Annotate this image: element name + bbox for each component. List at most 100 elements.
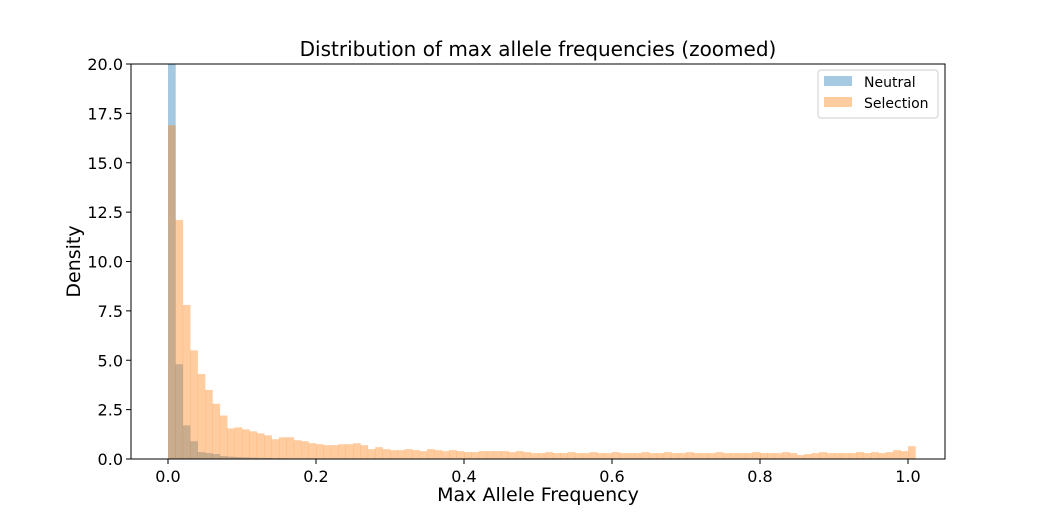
legend-swatch-neutral bbox=[824, 76, 852, 86]
bar-selection bbox=[863, 453, 872, 459]
bar-selection bbox=[175, 220, 184, 459]
bar-selection bbox=[885, 452, 894, 459]
bar-selection bbox=[412, 450, 420, 459]
bar-selection bbox=[856, 452, 864, 459]
bar-neutral bbox=[205, 453, 213, 459]
bar-selection bbox=[515, 451, 524, 459]
bar-neutral bbox=[219, 456, 228, 459]
bar-neutral bbox=[190, 441, 198, 459]
bar-selection bbox=[708, 453, 716, 459]
bar-selection bbox=[397, 450, 406, 459]
y-tick-label: 12.5 bbox=[87, 203, 123, 222]
bar-selection bbox=[552, 453, 561, 459]
bar-selection bbox=[367, 449, 376, 460]
bar-selection bbox=[538, 453, 546, 459]
bar-neutral bbox=[182, 425, 191, 459]
bar-neutral bbox=[227, 456, 235, 459]
bar-selection bbox=[530, 453, 539, 459]
bar-selection bbox=[508, 452, 517, 459]
bar-selection bbox=[249, 431, 258, 459]
bar-selection bbox=[478, 451, 487, 459]
bar-neutral bbox=[175, 364, 184, 459]
bar-selection bbox=[826, 453, 835, 459]
bar-neutral bbox=[168, 64, 176, 459]
y-tick-label: 2.5 bbox=[98, 401, 123, 420]
bar-neutral bbox=[234, 457, 243, 459]
y-tick-label: 20.0 bbox=[87, 55, 123, 74]
bar-selection bbox=[427, 449, 435, 460]
bar-selection bbox=[900, 451, 909, 459]
bar-selection bbox=[686, 452, 694, 459]
legend-label-neutral: Neutral bbox=[864, 75, 916, 91]
bar-selection bbox=[819, 452, 827, 459]
bar-selection bbox=[589, 452, 598, 459]
bar-selection bbox=[626, 453, 635, 459]
bar-selection bbox=[730, 453, 739, 459]
x-tick-label: 1.0 bbox=[895, 467, 920, 486]
x-tick-label: 0.6 bbox=[599, 467, 624, 486]
plot-frame bbox=[130, 63, 946, 460]
bar-selection bbox=[182, 304, 191, 459]
bar-selection bbox=[582, 453, 591, 459]
series-selection bbox=[168, 125, 916, 460]
bar-selection bbox=[471, 452, 480, 459]
bar-selection bbox=[848, 453, 857, 459]
bar-selection bbox=[797, 455, 805, 459]
bar-selection bbox=[597, 453, 605, 459]
bar-selection bbox=[345, 444, 354, 459]
bar-selection bbox=[908, 446, 916, 459]
bar-selection bbox=[486, 451, 494, 459]
bar-selection bbox=[464, 452, 472, 459]
bar-selection bbox=[264, 435, 272, 459]
legend-swatch-selection bbox=[824, 97, 852, 107]
bar-neutral bbox=[249, 457, 258, 459]
bar-selection bbox=[841, 453, 850, 459]
bar-selection bbox=[834, 453, 842, 459]
bar-selection bbox=[293, 440, 302, 459]
bar-selection bbox=[256, 433, 265, 459]
bar-selection bbox=[323, 445, 332, 459]
bar-selection bbox=[700, 453, 709, 459]
bar-selection bbox=[767, 453, 776, 459]
bar-selection bbox=[501, 451, 509, 459]
bar-selection bbox=[634, 453, 642, 459]
y-tick-label: 5.0 bbox=[98, 351, 123, 370]
bar-selection bbox=[641, 452, 650, 459]
bar-selection bbox=[390, 450, 398, 459]
bar-selection bbox=[804, 454, 813, 459]
bar-selection bbox=[360, 445, 369, 459]
bar-selection bbox=[330, 445, 339, 459]
bar-selection bbox=[353, 443, 361, 459]
bars-layer bbox=[168, 64, 916, 460]
bar-selection bbox=[168, 125, 176, 459]
bar-selection bbox=[774, 453, 783, 459]
bar-selection bbox=[338, 444, 346, 459]
bar-selection bbox=[212, 403, 221, 459]
bar-selection bbox=[375, 447, 383, 459]
bar-selection bbox=[279, 437, 287, 459]
x-axis: 0.0 0.2 0.4 0.6 0.8 1.0 bbox=[155, 459, 921, 486]
x-tick-label: 0.8 bbox=[747, 467, 772, 486]
y-tick-label: 15.0 bbox=[87, 154, 123, 173]
bar-neutral bbox=[212, 454, 221, 459]
chart-title: Distribution of max allele frequencies (… bbox=[300, 37, 777, 61]
bar-neutral bbox=[197, 452, 206, 459]
x-tick-label: 0.2 bbox=[303, 467, 328, 486]
bar-selection bbox=[271, 439, 280, 459]
bar-neutral bbox=[256, 457, 265, 459]
bar-selection bbox=[560, 453, 568, 459]
bar-selection bbox=[789, 453, 798, 459]
x-axis-label: Max Allele Frequency bbox=[437, 484, 639, 506]
bar-selection bbox=[434, 450, 443, 459]
bar-selection bbox=[745, 453, 753, 459]
legend: Neutral Selection bbox=[817, 69, 939, 119]
bar-selection bbox=[242, 429, 250, 460]
bar-selection bbox=[693, 453, 702, 459]
y-axis: 0.0 2.5 5.0 7.5 10.0 12.5 15.0 17.5 20.0 bbox=[87, 55, 131, 469]
bar-selection bbox=[760, 453, 768, 459]
bar-selection bbox=[723, 453, 731, 459]
bar-selection bbox=[893, 450, 901, 459]
bar-selection bbox=[671, 453, 679, 459]
bar-selection bbox=[811, 453, 820, 459]
y-axis-label: Density bbox=[63, 225, 85, 297]
